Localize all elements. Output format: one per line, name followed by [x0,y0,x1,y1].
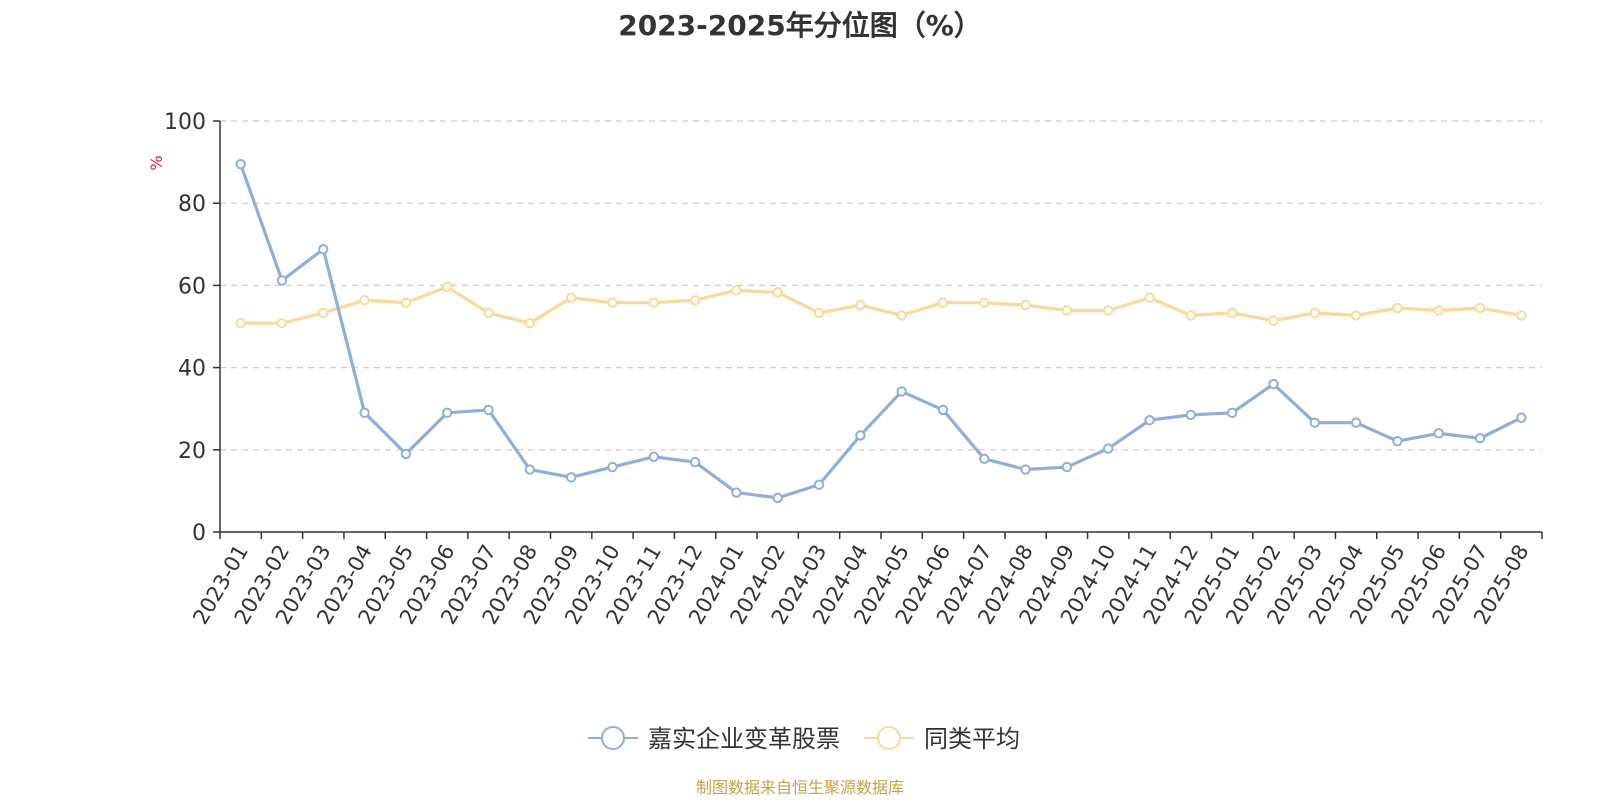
data-point [565,292,577,303]
data-point [689,456,701,468]
y-tick-label: 100 [164,110,206,135]
data-point [896,310,907,321]
y-tick-label: 0 [192,521,206,546]
legend-marker [877,726,901,750]
data-point [1392,302,1403,314]
source-note: 制图数据来自恒生聚源数据库 [695,778,904,797]
data-point [442,281,453,293]
data-point [1268,378,1279,390]
y-tick-label: 40 [178,357,206,382]
legend: 嘉实企业变革股票 同类平均 [588,725,1020,753]
data-point [1516,310,1527,321]
legend-item-0: 嘉实企业变革股票 [588,725,840,753]
data-point [813,479,825,490]
data-point [979,297,990,308]
legend-label: 同类平均 [924,725,1020,753]
data-point [1309,417,1320,428]
data-point [1433,428,1444,439]
data-point [772,287,783,298]
data-point [1061,461,1073,473]
data-point [1392,435,1403,447]
data-point [772,492,783,504]
data-point [359,407,370,419]
data-point [1144,292,1155,303]
data-point [565,472,577,483]
data-point [483,404,494,416]
data-point [648,297,659,308]
legend-marker [601,726,625,750]
y-tick-label: 20 [178,439,206,464]
data-point [1103,305,1114,316]
data-point [1185,310,1197,321]
data-point [276,318,288,329]
data-point [1020,464,1031,475]
data-point [483,307,494,319]
data-point [276,275,288,286]
data-point [1061,305,1073,316]
data-point [318,307,329,319]
gridlines [220,120,1542,451]
data-point [855,430,866,441]
series-0 [235,158,1527,504]
data-point [731,285,742,296]
legend-item-1: 同类平均 [864,725,1020,753]
data-point [359,294,370,306]
series-line [240,285,1522,325]
y-axis-label: % [147,155,166,170]
series-lines [235,158,1527,504]
data-point [235,318,246,329]
data-point [1433,305,1444,316]
data-point [1350,310,1362,321]
data-point [1309,307,1320,319]
data-point [607,297,618,308]
data-point [1516,412,1527,423]
data-point [318,244,329,255]
data-point [524,318,536,329]
data-point [1474,302,1486,314]
data-point [648,451,659,462]
data-point [524,464,536,475]
data-point [937,404,949,416]
data-point [400,297,412,308]
data-point [442,407,453,419]
data-point [400,448,412,460]
data-point [1474,433,1486,444]
data-point [1185,409,1197,421]
y-tick-label: 80 [178,192,206,217]
data-point [1226,307,1238,319]
data-point [235,158,246,170]
axes: 020406080100%2023-012023-022023-032023-0… [147,110,1543,628]
data-point [607,461,618,473]
series-1 [235,281,1527,329]
data-point [1268,315,1279,326]
y-tick-label: 60 [178,274,206,299]
data-point [1226,407,1238,419]
data-point [896,386,907,397]
data-point [937,297,949,308]
series-line [239,163,1523,500]
chart-title: 2023-2025年分位图（%） [618,9,982,42]
data-point [1020,299,1031,311]
legend-label: 嘉实企业变革股票 [648,725,840,753]
data-point [1144,415,1155,426]
data-point [813,307,825,319]
data-point [1103,443,1114,454]
data-point [979,453,990,465]
data-point [855,299,866,311]
data-point [689,294,701,306]
data-point [1350,417,1362,428]
data-point [731,487,742,498]
